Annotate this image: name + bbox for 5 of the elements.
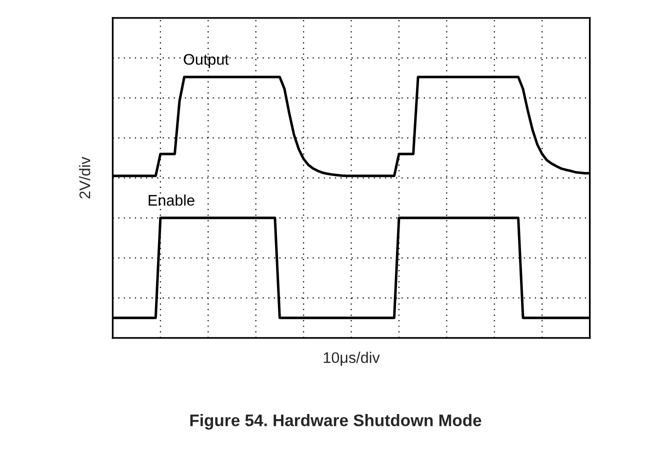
- y-axis-title: 2V/div: [79, 156, 90, 198]
- series-label: Enable: [148, 194, 194, 206]
- text: Figure 54. Hardware Shutdown Mode: [190, 414, 482, 430]
- x-axis-title: 10μs/div: [324, 352, 380, 366]
- series-label: Output: [184, 54, 229, 68]
